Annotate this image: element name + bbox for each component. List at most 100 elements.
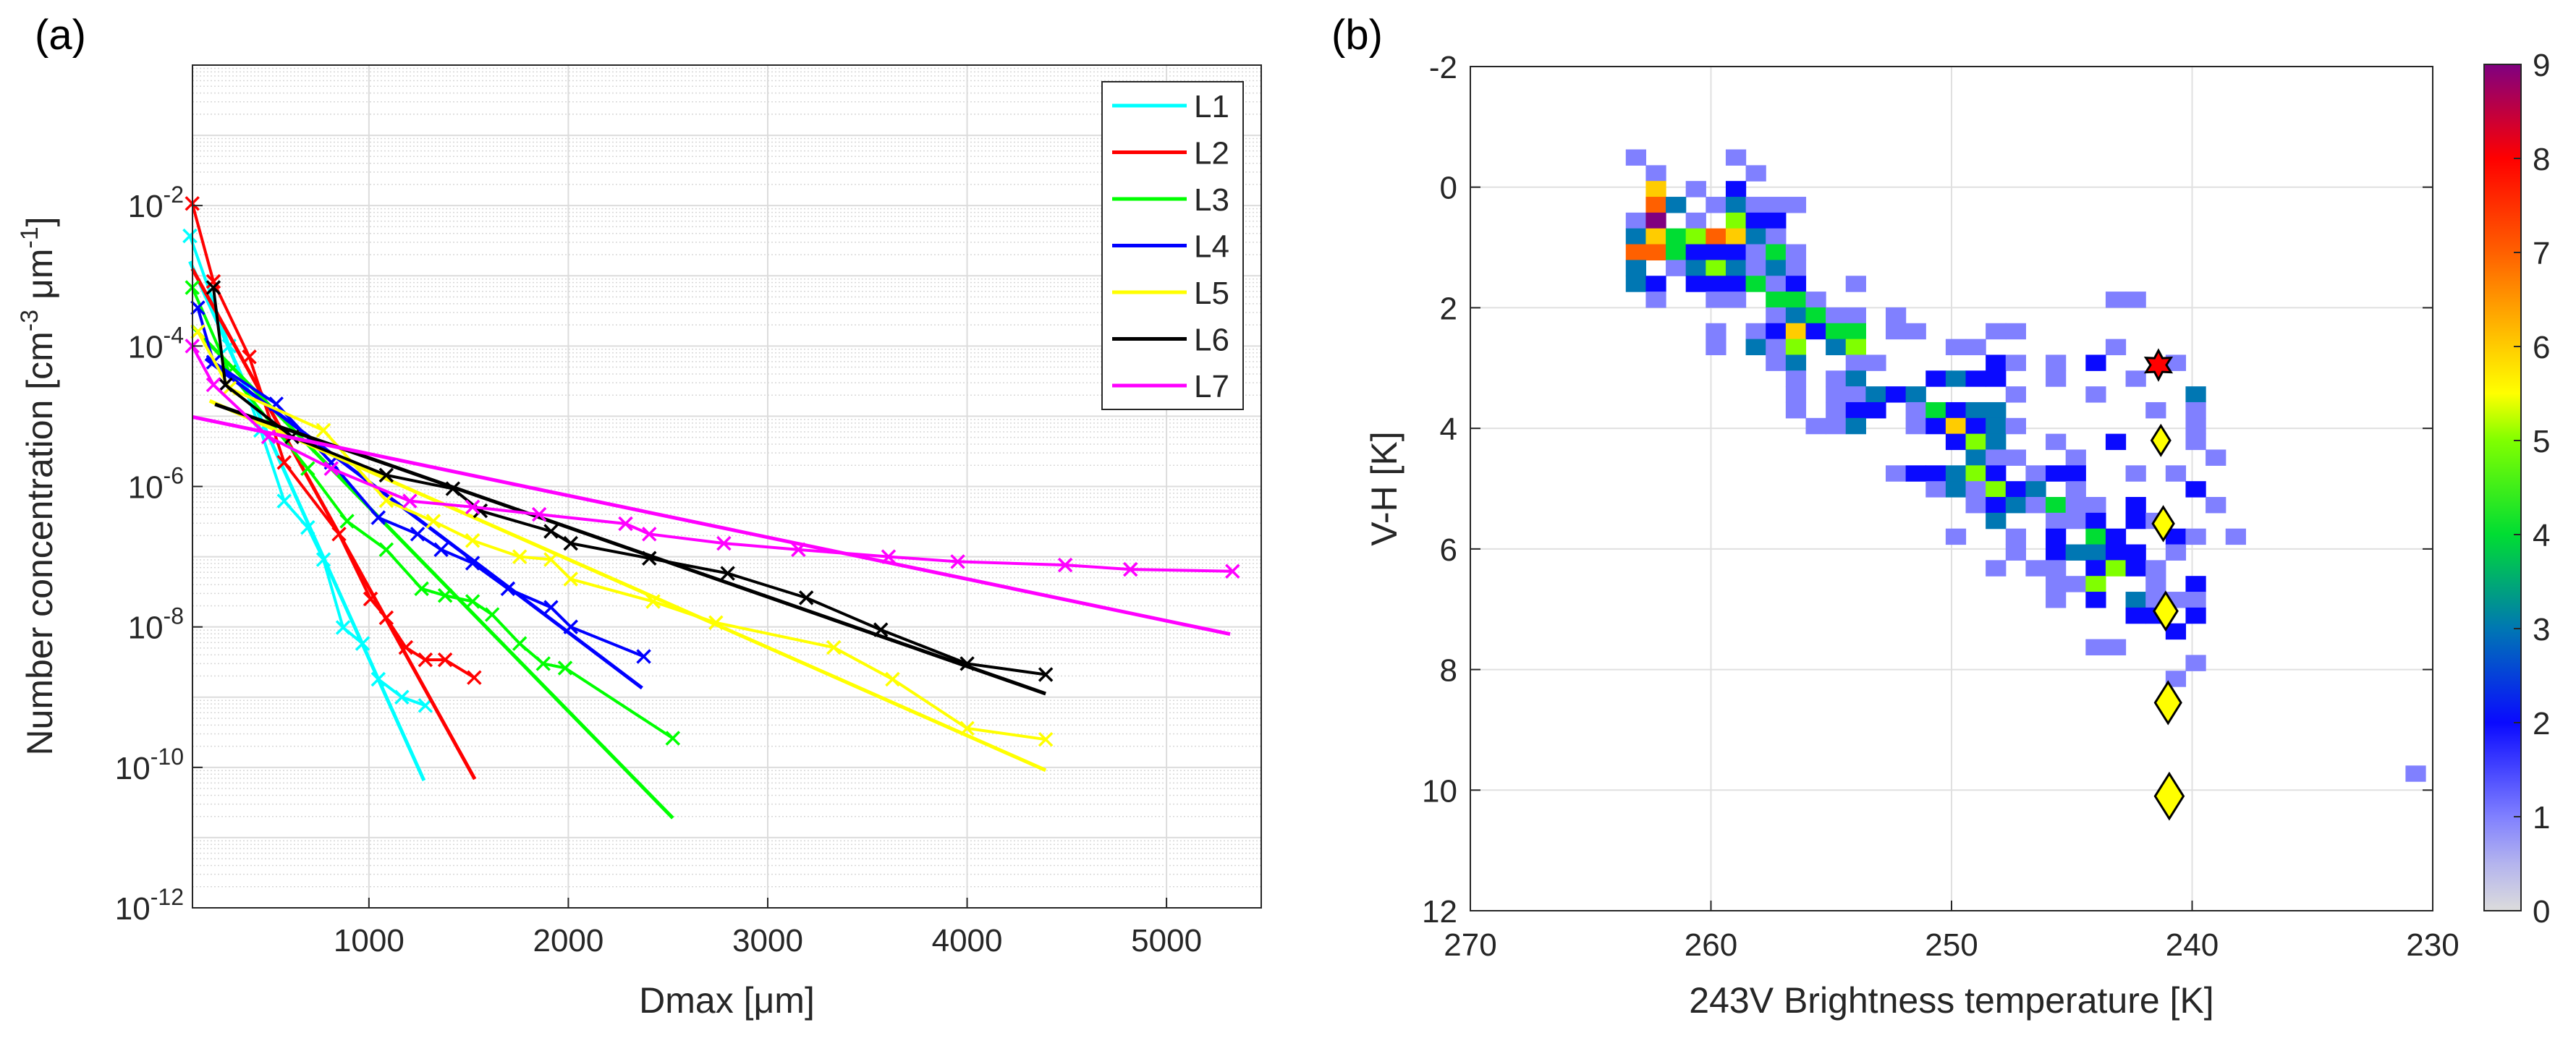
heatmap-cell	[2125, 465, 2146, 482]
heatmap-cell	[1725, 244, 1747, 261]
heatmap-cell	[1766, 292, 1787, 308]
heatmap-cell	[2165, 544, 2187, 561]
heatmap-cell	[1766, 228, 1787, 245]
legend-label-l7: L7	[1194, 369, 1229, 404]
heatmap-cell	[1845, 401, 1866, 419]
x-marker	[331, 527, 347, 542]
heatmap-cell	[1965, 433, 1986, 451]
y-tick-label: 10	[1422, 773, 1457, 809]
heatmap-cell	[2065, 544, 2086, 561]
heatmap-cell	[2046, 354, 2067, 371]
heatmap-cell	[1925, 370, 1946, 387]
x-marker	[276, 493, 292, 509]
x-marker	[315, 422, 331, 438]
y-tick-base: 10	[115, 891, 151, 927]
heatmap-cell	[1905, 386, 1926, 403]
heatmap-cell	[1885, 307, 1907, 324]
x-marker	[378, 493, 394, 509]
heatmap-cell	[2145, 576, 2166, 592]
y-tick-exponent: -8	[164, 603, 184, 629]
heatmap-cell	[1826, 401, 1847, 419]
y-tick-label: 10-6	[128, 463, 184, 506]
legend-label-l5: L5	[1194, 276, 1229, 311]
heatmap-cell	[1685, 260, 1706, 276]
heatmap-cell	[1845, 354, 1866, 371]
x-marker	[465, 532, 480, 548]
heatmap-cell	[1865, 354, 1886, 371]
x-tick-label: 260	[1685, 927, 1737, 963]
heatmap-cell	[1645, 244, 1666, 261]
heatmap-cell	[1885, 386, 1907, 403]
heatmap-cell	[2065, 481, 2086, 498]
x-marker	[1038, 667, 1054, 682]
x-marker	[1122, 561, 1138, 577]
x-marker	[206, 273, 221, 289]
x-tick-label: 2000	[533, 923, 603, 958]
heatmap-cell	[1785, 354, 1807, 371]
heatmap-cell	[1645, 228, 1666, 245]
x-marker	[543, 524, 559, 539]
measured-line-l7	[190, 345, 1233, 573]
heatmap-cell	[2145, 560, 2166, 577]
x-marker	[260, 429, 276, 445]
heatmap-cell	[2085, 354, 2106, 371]
heatmap-cell	[1685, 181, 1706, 197]
x-marker	[445, 481, 461, 496]
heatmap-cell	[1986, 370, 2007, 387]
y-tick-label: 0	[1440, 171, 1457, 206]
heatmap-cell	[1666, 244, 1687, 261]
heatmap-cell	[1745, 212, 1766, 229]
y-axis-label-part: μm	[20, 249, 60, 310]
x-marker	[531, 506, 547, 522]
heatmap-cell	[1945, 339, 1967, 356]
heatmap-cell	[1945, 465, 1967, 482]
heatmap-cell	[1725, 228, 1747, 245]
x-marker	[665, 731, 681, 746]
heatmap-cell	[2185, 481, 2206, 498]
heatmap-cell	[1645, 276, 1666, 292]
x-marker	[1057, 557, 1073, 573]
heatmap-cell	[1706, 339, 1726, 356]
colorbar-tick-label: 0	[2533, 894, 2550, 930]
heatmap-cell	[1986, 354, 2007, 371]
x-marker	[433, 542, 449, 558]
heatmap-cell	[1885, 323, 1907, 340]
heatmap-cell	[1725, 292, 1747, 308]
heatmap-cell	[1666, 228, 1687, 245]
heatmap-cell	[2185, 417, 2206, 435]
heatmap-cell	[1745, 276, 1766, 292]
heatmap-cell	[2085, 512, 2106, 530]
x-marker	[378, 467, 394, 483]
heatmap-cell	[1785, 292, 1807, 308]
series-l5	[190, 324, 1054, 773]
heatmap-cell	[2025, 481, 2046, 498]
heatmap-cell	[2105, 433, 2127, 451]
heatmap-cell	[2065, 497, 2086, 514]
x-marker	[484, 607, 500, 622]
heatmap-cell	[1986, 449, 2007, 466]
heatmap-cell	[2025, 560, 2046, 577]
heatmap-cell	[2206, 449, 2227, 466]
heatmap-cell	[1826, 307, 1847, 324]
heatmap-cell	[1945, 417, 1967, 435]
diamond-marker	[2150, 423, 2172, 457]
heatmap-cell	[1625, 276, 1647, 292]
heatmap-cell	[2005, 323, 2027, 340]
heatmap-cell	[1785, 197, 1807, 213]
heatmap-cell	[1706, 276, 1726, 292]
heatmap-cell	[2046, 544, 2067, 561]
x-marker	[218, 377, 233, 393]
x-marker	[437, 652, 453, 668]
x-marker	[642, 550, 657, 566]
heatmap-cell	[1986, 512, 2007, 530]
heatmap-cell	[2065, 449, 2086, 466]
heatmap-cell	[1645, 292, 1666, 308]
y-tick-base: 10	[128, 329, 164, 365]
heatmap-cell	[1945, 528, 1967, 545]
heatmap-cell	[2085, 497, 2106, 514]
heatmap-cell	[1725, 197, 1747, 213]
heatmap-cell	[1785, 244, 1807, 261]
x-marker	[645, 594, 661, 609]
heatmap-cell	[1785, 386, 1807, 403]
heatmap-cell	[1745, 323, 1766, 340]
